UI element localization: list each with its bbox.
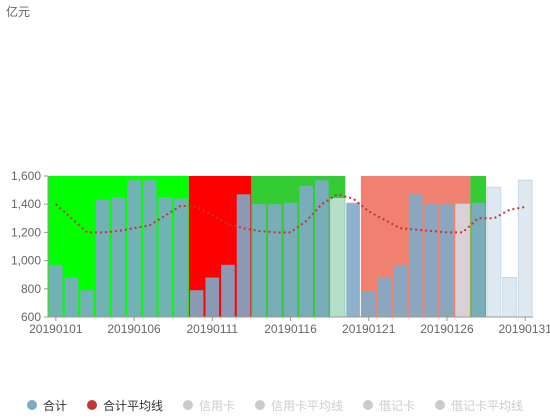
bar-20190118 <box>314 180 329 317</box>
legend-item[interactable]: 合计 <box>26 397 67 414</box>
x-tick-label: 20190126 <box>420 322 474 336</box>
x-tick-label: 20190101 <box>29 322 83 336</box>
y-tick-label: 1,400 <box>11 197 41 211</box>
bar-20190117 <box>299 185 313 317</box>
legend-item[interactable]: 借记卡平均线 <box>435 397 523 414</box>
legend-item[interactable]: 合计平均线 <box>86 397 163 414</box>
bar-series <box>49 179 533 318</box>
bar-20190110 <box>189 290 204 317</box>
y-tick-label: 1,600 <box>11 169 41 183</box>
legend-label: 信用卡平均线 <box>271 398 344 413</box>
bar-20190119 <box>330 198 345 318</box>
legend-dot-icon <box>182 400 193 410</box>
bar-20190113 <box>236 194 251 317</box>
bar-20190124 <box>408 194 423 317</box>
legend-label: 借记卡 <box>379 398 416 413</box>
bar-20190105 <box>111 197 126 317</box>
bar-20190104 <box>95 199 110 317</box>
bar-20190127 <box>455 203 470 318</box>
bar-20190101 <box>49 264 63 317</box>
bar-20190102 <box>64 277 79 317</box>
legend-dot-icon <box>26 400 37 410</box>
bar-20190121 <box>361 291 376 317</box>
x-tick-label: 20190131 <box>498 322 550 336</box>
legend-label: 合计 <box>42 398 67 413</box>
average-line <box>55 193 526 234</box>
legend-dot-icon <box>435 400 446 410</box>
y-tick-label: 800 <box>21 282 41 296</box>
legend-label: 借记卡平均线 <box>451 398 524 413</box>
bar-20190128 <box>471 202 486 317</box>
average-line-series <box>55 193 526 234</box>
bar-20190107 <box>142 180 157 317</box>
bar-20190112 <box>221 264 235 317</box>
legend: 合计 合计平均线 信用卡 信用卡平均线 借记卡 借记卡平均线 <box>0 396 550 414</box>
legend-dot-icon <box>86 400 97 410</box>
bar-20190115 <box>268 204 282 317</box>
x-tick-label: 20190116 <box>264 322 317 336</box>
legend-item[interactable]: 信用卡平均线 <box>255 397 343 414</box>
bar-20190108 <box>158 197 173 317</box>
bar-20190125 <box>424 204 439 317</box>
bar-20190131 <box>517 179 533 318</box>
bar-20190123 <box>393 264 407 317</box>
bar-20190103 <box>80 290 94 317</box>
legend-item[interactable]: 借记卡 <box>363 397 415 414</box>
bar-20190129 <box>486 186 502 318</box>
bar-20190116 <box>283 202 298 317</box>
y-tick-label: 600 <box>21 310 41 324</box>
bar-20190114 <box>252 204 267 317</box>
legend-label: 信用卡 <box>198 398 235 413</box>
x-tick-label: 20190106 <box>107 322 161 336</box>
x-tick-label: 20190111 <box>186 322 238 336</box>
legend-label: 合计平均线 <box>102 398 163 413</box>
legend-dot-icon <box>255 400 265 410</box>
axes: 600 800 1,000 1,200 1,400 1,600 20190101 201901… <box>11 169 550 336</box>
bar-20190109 <box>174 198 188 317</box>
bar-20190111 <box>205 277 220 317</box>
y-axis-unit-label: 亿元 <box>6 5 31 19</box>
bar-20190126 <box>440 204 454 317</box>
y-tick-label: 1,200 <box>11 225 41 239</box>
y-tick-label: 1,000 <box>11 254 41 268</box>
legend-item[interactable]: 信用卡 <box>182 397 235 414</box>
legend-dot-icon <box>363 400 374 410</box>
bar-20190130 <box>502 277 517 318</box>
x-tick-label: 20190121 <box>342 322 396 336</box>
bar-20190106 <box>127 180 141 317</box>
bar-20190122 <box>377 277 392 317</box>
bar-20190120 <box>346 202 360 317</box>
band-2 <box>251 176 346 317</box>
